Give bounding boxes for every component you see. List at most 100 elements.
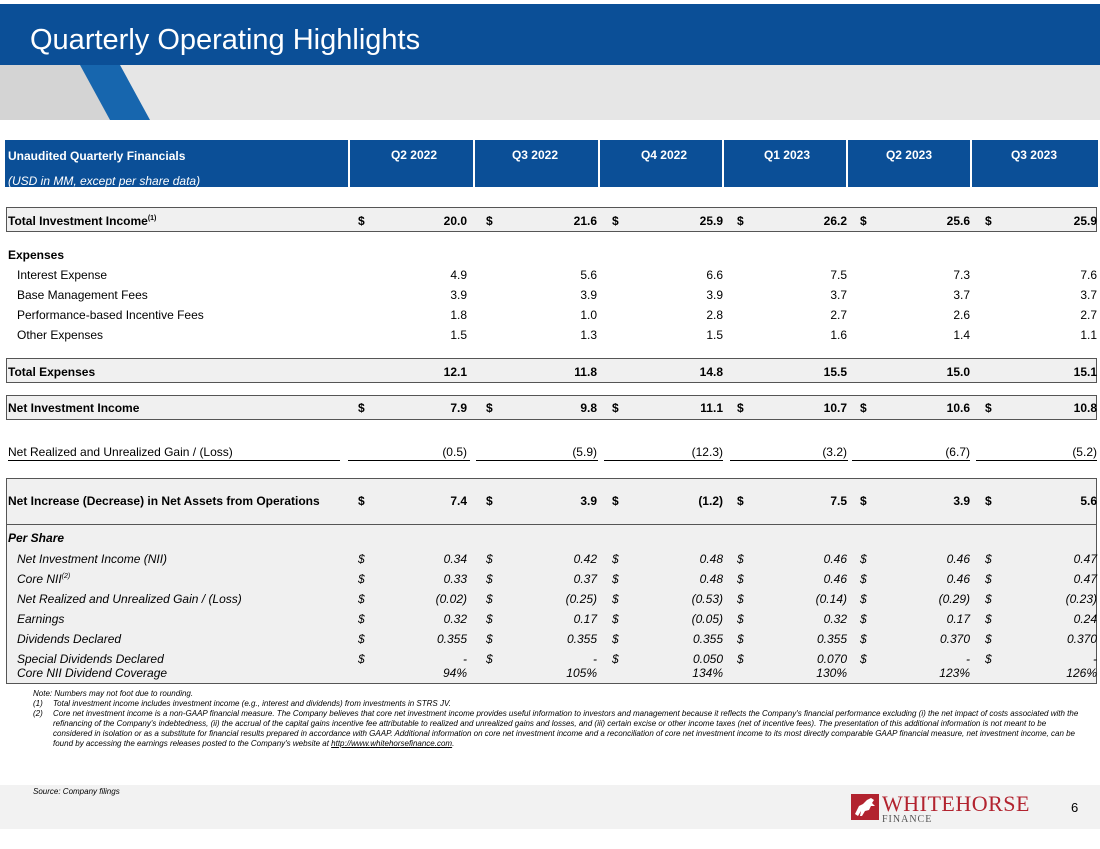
currency-symbol: $	[486, 494, 493, 508]
currency-symbol: $	[985, 612, 992, 626]
cell-value: 1.3	[580, 328, 597, 342]
cell-value: 126%	[1066, 666, 1097, 680]
currency-symbol: $	[612, 401, 619, 415]
page-title: Quarterly Operating Highlights	[30, 24, 421, 56]
cell-value: 3.9	[706, 288, 723, 302]
cell-value: 7.9	[450, 401, 467, 415]
note-intro: Note: Numbers may not foot due to roundi…	[33, 689, 194, 698]
underline-rule	[348, 460, 470, 461]
cell-value: 0.32	[443, 612, 467, 626]
cell-value: 6.6	[706, 268, 723, 282]
cell-value: 11.1	[700, 401, 723, 415]
row-label: Expenses	[8, 248, 65, 262]
cell-value: 15.0	[946, 365, 970, 379]
cell-value: 2.7	[1080, 308, 1097, 322]
currency-symbol: $	[612, 214, 619, 228]
cell-value: 7.5	[830, 268, 847, 282]
row-label: Net Realized and Unrealized Gain / (Loss…	[8, 445, 233, 459]
cell-value: 0.46	[946, 552, 970, 566]
cell-value: (6.7)	[945, 445, 970, 459]
currency-symbol: $	[358, 494, 365, 508]
per-share-row: Net Investment Income (NII) $0.34 $0.42 $0.…	[0, 552, 1100, 568]
cell-value: 25.6	[946, 214, 970, 228]
cell-value: 14.8	[699, 365, 723, 379]
table-title: Unaudited Quarterly Financials	[8, 149, 186, 163]
expense-row: Other Expenses 1.5 1.3 1.5 1.6 1.4 1.1	[0, 328, 1100, 344]
per-share-row: Dividends Declared $0.355 $0.355 $0.355 $0.3…	[0, 632, 1100, 648]
currency-symbol: $	[358, 214, 365, 228]
currency-symbol: $	[737, 612, 744, 626]
currency-symbol: $	[860, 494, 867, 508]
per-share-heading: Per Share	[0, 531, 1100, 547]
header-column-separator	[846, 140, 848, 187]
cell-value: 9.8	[580, 401, 597, 415]
currency-symbol: $	[486, 632, 493, 646]
currency-symbol: $	[860, 552, 867, 566]
cell-value: 1.1	[1080, 328, 1097, 342]
currency-symbol: $	[358, 652, 365, 666]
row-label: Per Share	[8, 531, 65, 545]
cell-value: 20.0	[443, 214, 467, 228]
net-increase-row: Net Increase (Decrease) in Net Assets fr…	[0, 494, 1100, 510]
total-investment-income-box	[6, 207, 1097, 232]
currency-symbol: $	[985, 592, 992, 606]
row-label: Net Investment Income (NII)	[17, 552, 168, 566]
cell-value: 0.17	[946, 612, 970, 626]
row-label: Core NII(2)	[17, 572, 71, 586]
cell-value: 105%	[566, 666, 597, 680]
currency-symbol: $	[486, 401, 493, 415]
cell-value: 10.7	[823, 401, 847, 415]
column-header-q2-2023: Q2 2023	[885, 148, 933, 162]
table-subtitle: (USD in MM, except per share data)	[8, 174, 201, 188]
currency-symbol: $	[612, 652, 619, 666]
cell-value: 123%	[939, 666, 970, 680]
currency-symbol: $	[737, 494, 744, 508]
cell-value: 0.17	[573, 612, 597, 626]
cell-value: 5.6	[1080, 494, 1097, 508]
row-label: Other Expenses	[17, 328, 104, 342]
cell-value: 1.6	[830, 328, 847, 342]
footnotes: Note: Numbers may not foot due to roundi…	[33, 689, 1083, 749]
cell-value: 0.47	[1073, 572, 1097, 586]
currency-symbol: $	[612, 552, 619, 566]
cell-value: 25.9	[699, 214, 723, 228]
cell-value: 0.370	[939, 632, 970, 646]
cell-value: 7.6	[1080, 268, 1097, 282]
cell-value: 3.9	[953, 494, 970, 508]
footnote-1: (1) Total investment income includes inv…	[33, 699, 451, 708]
cell-value: (12.3)	[691, 445, 723, 459]
per-share-box	[6, 524, 1097, 684]
cell-value: 0.24	[1073, 612, 1097, 626]
cell-value: -	[966, 652, 970, 666]
currency-symbol: $	[486, 552, 493, 566]
net-investment-income-box	[6, 395, 1097, 420]
cell-value: (5.9)	[572, 445, 597, 459]
column-header-q3-2022: Q3 2022	[511, 148, 559, 162]
cell-value: 3.9	[580, 494, 597, 508]
column-header-q4-2022: Q4 2022	[640, 148, 688, 162]
whitehorse-logo: WHITEHORSE FINANCE	[851, 791, 1051, 825]
cell-value: (0.23)	[1065, 592, 1097, 606]
currency-symbol: $	[985, 572, 992, 586]
cell-value: 7.3	[953, 268, 970, 282]
cell-value: 3.9	[450, 288, 467, 302]
company-website-link[interactable]: http://www.whitehorsefinance.com	[331, 739, 453, 748]
cell-value: 3.7	[1080, 288, 1097, 302]
cell-value: (3.2)	[822, 445, 847, 459]
currency-symbol: $	[358, 632, 365, 646]
cell-value: 2.8	[706, 308, 723, 322]
currency-symbol: $	[612, 572, 619, 586]
currency-symbol: $	[985, 401, 992, 415]
underline-rule	[476, 460, 598, 461]
currency-symbol: $	[486, 592, 493, 606]
cell-value: (0.14)	[815, 592, 847, 606]
logo-subtitle: FINANCE	[882, 814, 933, 825]
cell-value: (1.2)	[698, 494, 723, 508]
underline-rule	[604, 460, 723, 461]
currency-symbol: $	[737, 652, 744, 666]
row-label: Total Investment Income(1)	[8, 214, 157, 228]
total-expenses-box	[6, 358, 1097, 383]
currency-symbol: $	[737, 552, 744, 566]
cell-value: 1.0	[580, 308, 597, 322]
underline-rule	[730, 460, 848, 461]
